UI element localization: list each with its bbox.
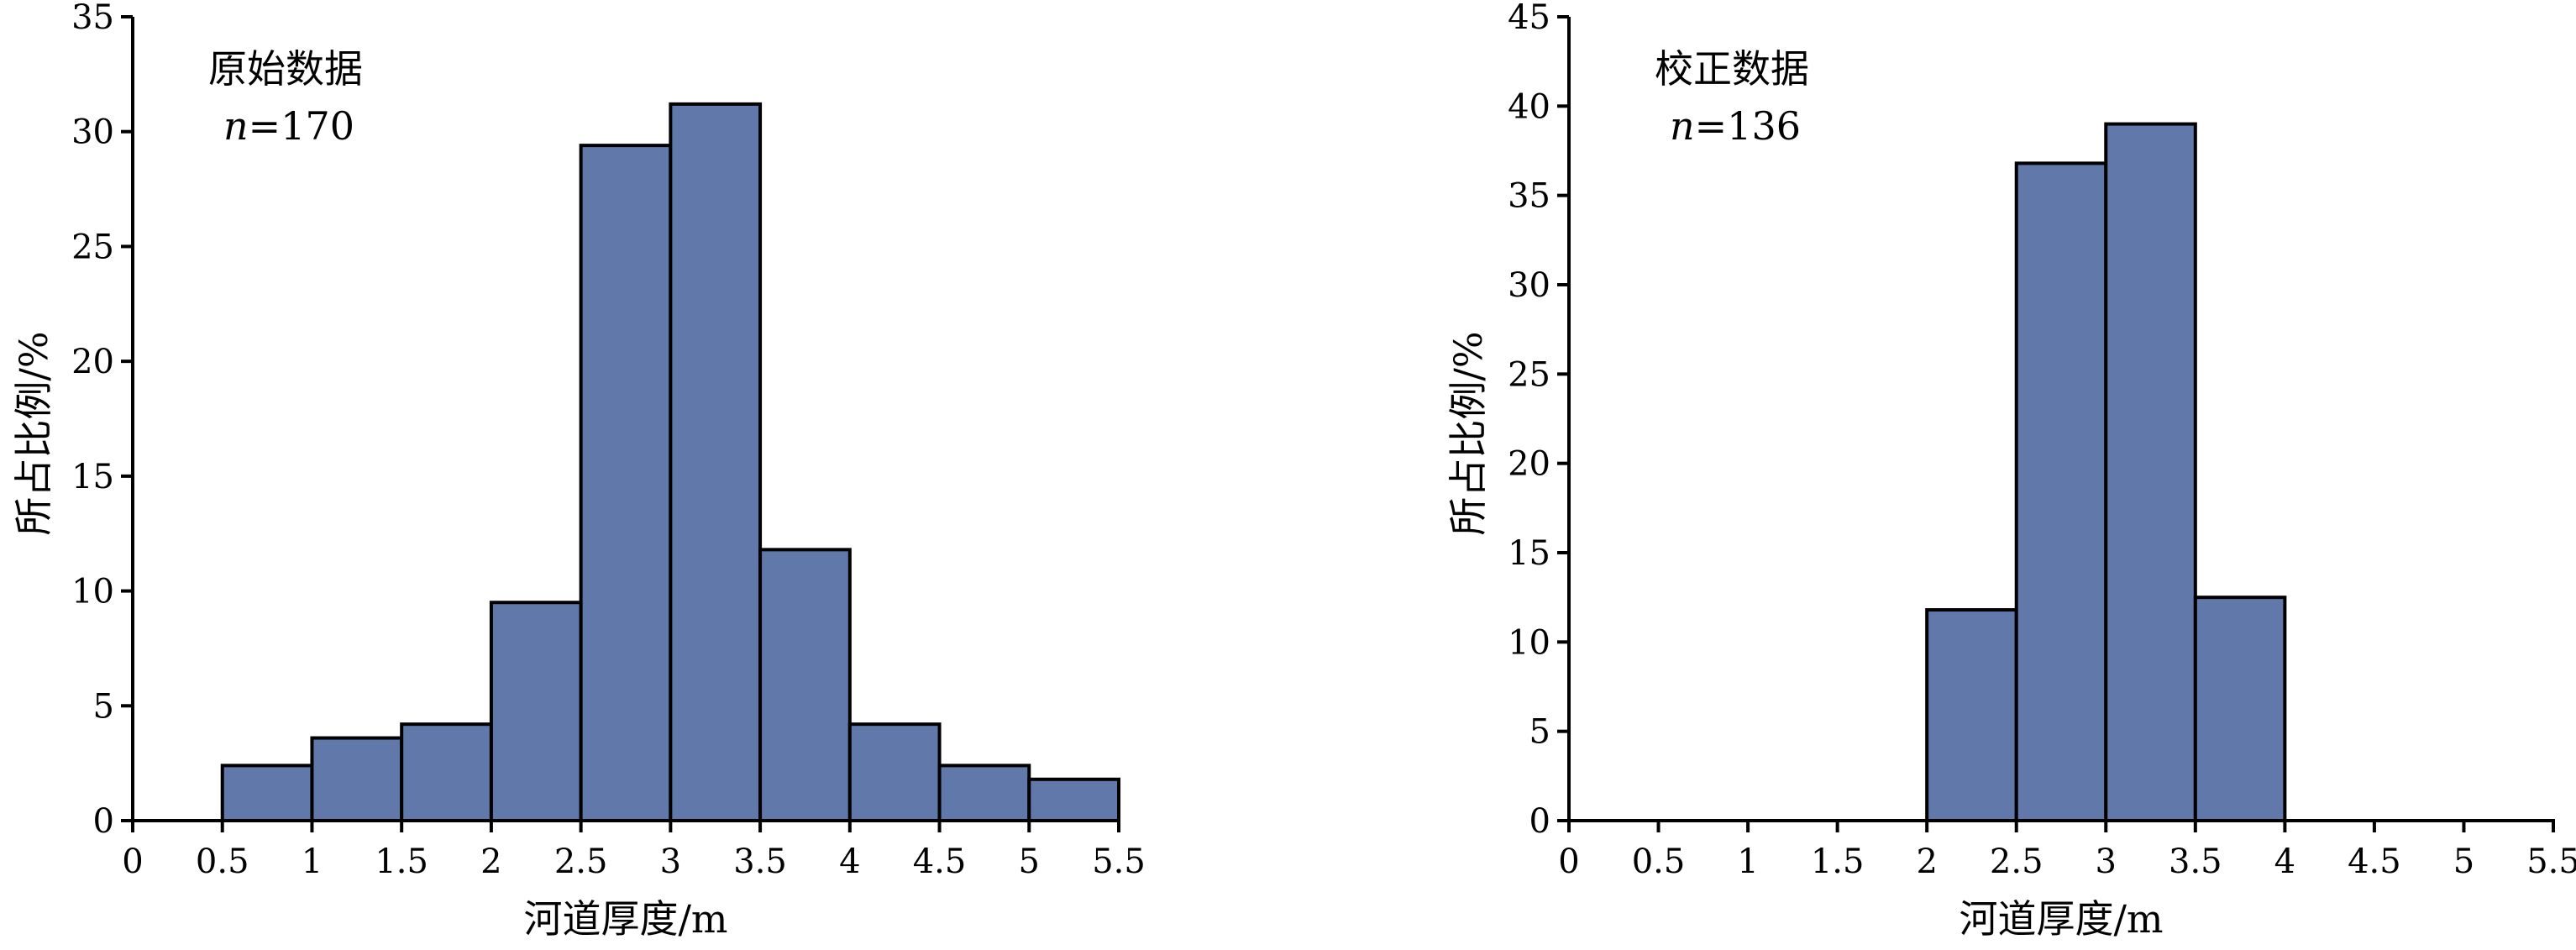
- y-tick-label: 35: [71, 0, 114, 37]
- bar: [489, 601, 583, 822]
- y-tick-label: 20: [1508, 445, 1550, 484]
- n-symbol: n: [223, 103, 249, 149]
- y-tick-label: 15: [1508, 534, 1550, 573]
- x-tick-label: 1: [1737, 842, 1758, 881]
- y-tick-label: 5: [1529, 713, 1550, 752]
- bar: [669, 102, 763, 823]
- y-tick-label: 0: [1529, 802, 1550, 841]
- bar: [2014, 161, 2108, 823]
- x-tick-label: 2: [480, 842, 501, 881]
- bar: [937, 764, 1031, 822]
- sample-size-label: n=136: [1670, 103, 1801, 149]
- x-tick-label: 5.5: [2526, 842, 2576, 881]
- y-tick-label: 40: [1508, 87, 1550, 126]
- x-tick-label: 2: [1916, 842, 1937, 881]
- bar: [2104, 122, 2197, 823]
- y-tick-label: 10: [1508, 623, 1550, 662]
- n-value: =170: [249, 103, 354, 149]
- dataset-label: 校正数据: [1655, 46, 1809, 92]
- histogram-corrected: 0 5 10 15 20 25 30 35 40 45 0 0.5 1 1.5 2 2.5 3 3.5 4 4.5 5 5…: [1445, 0, 2576, 942]
- bar: [758, 548, 852, 823]
- bar: [847, 722, 942, 822]
- x-tick-label: 3: [2096, 842, 2117, 881]
- x-tick-label: 0: [122, 842, 143, 881]
- y-axis-title: 所占比例/%: [1445, 331, 1491, 535]
- x-tick-label: 5: [1019, 842, 1040, 881]
- x-tick-label: 0.5: [1632, 842, 1686, 881]
- bar: [400, 722, 493, 822]
- x-tick-label: 3.5: [733, 842, 787, 881]
- x-tick-label: 1.5: [375, 842, 428, 881]
- x-axis-title: 河道厚度/m: [1959, 896, 2163, 942]
- n-value: =136: [1695, 103, 1801, 149]
- x-tick-label: 2.5: [1990, 842, 2043, 881]
- bar: [579, 144, 673, 822]
- x-tick-label: 4.5: [913, 842, 967, 881]
- y-axis-title: 所占比例/%: [11, 331, 56, 535]
- x-axis-title: 河道厚度/m: [523, 896, 727, 942]
- x-tick-label: 4: [2274, 842, 2295, 881]
- bar: [1925, 608, 2018, 823]
- sample-size-label: n=170: [223, 103, 354, 149]
- y-tick-label: 25: [1508, 355, 1550, 394]
- y-tick-label: 35: [1508, 177, 1550, 216]
- x-tick-label: 3: [660, 842, 681, 881]
- y-tick-label: 10: [71, 573, 114, 611]
- x-tick-label: 4.5: [2348, 842, 2401, 881]
- x-tick-label: 0.5: [196, 842, 249, 881]
- x-tick-label: 1.5: [1811, 842, 1865, 881]
- y-tick-label: 25: [71, 228, 114, 266]
- x-tick-label: 5: [2453, 842, 2474, 881]
- x-tick-label: 1: [302, 842, 323, 881]
- bar: [1027, 777, 1120, 822]
- y-tick-label: 15: [71, 458, 114, 496]
- bar: [2193, 596, 2287, 823]
- x-tick-label: 0: [1558, 842, 1579, 881]
- x-tick-label: 3.5: [2169, 842, 2222, 881]
- dataset-label: 原始数据: [208, 46, 363, 92]
- y-tick-label: 30: [1508, 266, 1550, 305]
- y-tick-label: 45: [1508, 0, 1550, 37]
- x-tick-label: 4: [839, 842, 860, 881]
- x-tick-label: 2.5: [554, 842, 608, 881]
- y-tick-label: 30: [71, 113, 114, 152]
- n-symbol: n: [1670, 103, 1695, 149]
- histogram-original: 0 5 10 15 20 25 30 35 0 0.5 1 1.5 2 2.5 3 3.5 4 4.5 5 5.5 河道…: [11, 0, 1146, 942]
- y-tick-label: 20: [71, 343, 114, 381]
- y-tick-label: 0: [93, 802, 114, 841]
- y-tick-label: 5: [93, 687, 114, 726]
- bar: [220, 764, 314, 822]
- x-tick-label: 5.5: [1092, 842, 1146, 881]
- bar: [310, 736, 404, 823]
